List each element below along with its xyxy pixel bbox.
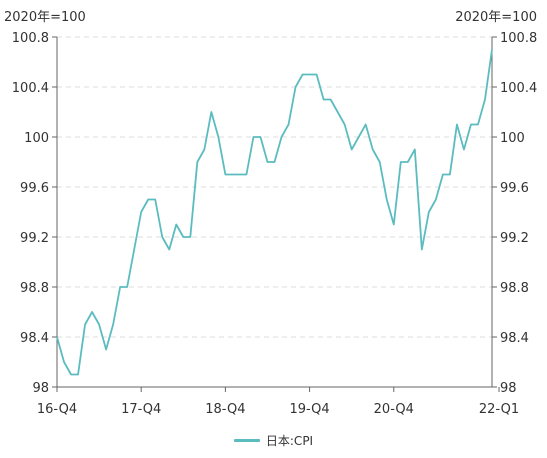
data-point[interactable] <box>300 72 306 78</box>
y-tick-label-right: 100.8 <box>500 31 537 46</box>
legend-swatch <box>233 439 260 442</box>
data-point[interactable] <box>356 134 362 140</box>
data-point[interactable] <box>314 72 320 78</box>
y-tick-label-right: 98.4 <box>500 331 529 346</box>
data-point[interactable] <box>489 47 495 53</box>
y-tick-label-right: 99.6 <box>500 181 529 196</box>
data-point[interactable] <box>89 309 95 315</box>
x-tick-label: 18-Q4 <box>205 402 245 417</box>
data-point[interactable] <box>307 72 313 78</box>
x-tick-label: 17-Q4 <box>121 402 161 417</box>
data-point[interactable] <box>215 134 221 140</box>
data-point[interactable] <box>117 284 123 290</box>
series-line-cpi <box>56 49 493 376</box>
data-point[interactable] <box>96 322 102 328</box>
data-point[interactable] <box>75 372 81 378</box>
data-point[interactable] <box>229 172 235 178</box>
data-point[interactable] <box>272 159 278 165</box>
data-point[interactable] <box>54 334 60 340</box>
legend[interactable]: 日本:CPI <box>0 432 547 449</box>
data-point[interactable] <box>454 122 460 128</box>
x-ticks: 16-Q4 17-Q4 18-Q4 19-Q4 20-Q4 22-Q1 <box>37 387 519 417</box>
data-point[interactable] <box>208 109 214 115</box>
data-point[interactable] <box>433 197 439 203</box>
data-point[interactable] <box>187 234 193 240</box>
data-point[interactable] <box>131 247 137 253</box>
data-point[interactable] <box>398 159 404 165</box>
y-tick-label-right: 98.8 <box>500 281 529 296</box>
data-point[interactable] <box>426 209 432 215</box>
x-tick-label: 16-Q4 <box>37 402 77 417</box>
data-point[interactable] <box>180 234 186 240</box>
y-tick-label-left: 98 <box>32 381 49 396</box>
data-point[interactable] <box>82 322 88 328</box>
data-point[interactable] <box>145 197 151 203</box>
y-tick-label-right: 99.2 <box>500 231 529 246</box>
data-point[interactable] <box>440 172 446 178</box>
data-point[interactable] <box>349 147 355 153</box>
data-point[interactable] <box>405 159 411 165</box>
data-point[interactable] <box>482 97 488 103</box>
data-point[interactable] <box>250 134 256 140</box>
gridlines <box>57 36 492 338</box>
y-tick-label-right: 98 <box>500 381 517 396</box>
data-point[interactable] <box>447 172 453 178</box>
y-tick-label-left: 98.4 <box>20 331 49 346</box>
data-point[interactable] <box>222 172 228 178</box>
data-point[interactable] <box>110 322 116 328</box>
data-point[interactable] <box>68 372 74 378</box>
data-point[interactable] <box>419 247 425 253</box>
y-tick-label-right: 100.4 <box>500 81 537 96</box>
right-axis-unit: 2020年=100 <box>455 10 537 25</box>
x-tick-label: 22-Q1 <box>479 402 519 417</box>
data-point[interactable] <box>159 234 165 240</box>
y-tick-label-left: 99.2 <box>20 231 49 246</box>
axes <box>56 37 493 388</box>
data-point[interactable] <box>124 284 130 290</box>
data-point[interactable] <box>286 122 292 128</box>
data-point[interactable] <box>194 159 200 165</box>
left-axis-unit: 2020年=100 <box>4 10 86 25</box>
data-point[interactable] <box>461 147 467 153</box>
data-point[interactable] <box>166 247 172 253</box>
data-point[interactable] <box>293 84 299 90</box>
data-point[interactable] <box>475 122 481 128</box>
data-point[interactable] <box>328 97 334 103</box>
series-layer <box>54 47 495 378</box>
y-ticks: 98 98 98.4 98.4 98.8 98.8 99.2 99.2 99.6 99.6 100 1… <box>12 31 537 396</box>
data-point[interactable] <box>279 134 285 140</box>
data-point[interactable] <box>138 209 144 215</box>
data-point[interactable] <box>264 159 270 165</box>
x-tick-label: 20-Q4 <box>374 402 414 417</box>
data-point[interactable] <box>468 122 474 128</box>
y-tick-label-right: 100 <box>500 131 525 146</box>
data-point[interactable] <box>335 109 341 115</box>
y-tick-label-left: 100 <box>24 131 49 146</box>
data-point[interactable] <box>61 359 67 365</box>
data-point[interactable] <box>412 147 418 153</box>
data-point[interactable] <box>377 159 383 165</box>
data-point[interactable] <box>103 347 109 353</box>
x-tick-label: 19-Q4 <box>289 402 329 417</box>
data-point[interactable] <box>363 122 369 128</box>
y-tick-label-left: 100.8 <box>12 31 49 46</box>
data-point[interactable] <box>152 197 158 203</box>
data-point[interactable] <box>257 134 263 140</box>
data-point[interactable] <box>321 97 327 103</box>
data-point[interactable] <box>342 122 348 128</box>
data-point[interactable] <box>201 147 207 153</box>
data-point[interactable] <box>391 222 397 228</box>
data-point[interactable] <box>370 147 376 153</box>
y-tick-label-left: 99.6 <box>20 181 49 196</box>
data-point[interactable] <box>236 172 242 178</box>
data-point[interactable] <box>243 172 249 178</box>
data-point[interactable] <box>384 197 390 203</box>
y-tick-label-left: 98.8 <box>20 281 49 296</box>
legend-label: 日本:CPI <box>265 434 314 448</box>
data-point[interactable] <box>173 222 179 228</box>
y-tick-label-left: 100.4 <box>12 81 49 96</box>
